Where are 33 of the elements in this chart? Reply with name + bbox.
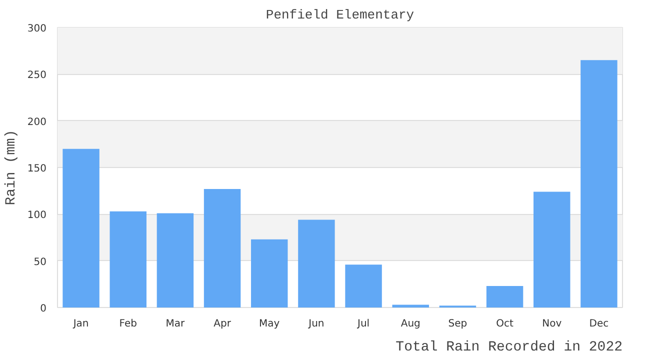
x-tick-label: Jan — [72, 318, 89, 330]
y-tick-label: 0 — [40, 304, 47, 314]
bar — [251, 239, 288, 308]
x-tick-label: Feb — [119, 318, 137, 330]
bar — [392, 304, 429, 308]
x-tick-label: Jun — [308, 318, 324, 330]
bar — [62, 148, 100, 308]
chart-title: Penfield Elementary — [266, 8, 414, 22]
x-tick-label: Nov — [542, 318, 562, 330]
bar — [534, 192, 570, 308]
y-tick-label: 150 — [27, 164, 47, 174]
bar — [204, 188, 241, 308]
y-tick-label: 50 — [34, 256, 47, 268]
bar — [486, 286, 524, 308]
x-tick-label: Dec — [589, 318, 609, 330]
x-tick-label: Oct — [496, 318, 514, 330]
x-tick-label: Apr — [214, 318, 232, 330]
x-tick-label: Aug — [400, 318, 420, 330]
x-axis-title: Total Rain Recorded in 2022 — [396, 340, 623, 356]
bar — [580, 60, 618, 308]
bar — [156, 213, 194, 308]
y-tick-label: 300 — [27, 24, 47, 34]
bar — [345, 264, 382, 308]
x-tick-label: Sep — [448, 318, 468, 330]
bar — [298, 220, 335, 308]
bar — [110, 211, 146, 308]
x-tick-label: May — [259, 318, 280, 330]
y-tick-label: 200 — [27, 116, 47, 128]
y-tick-label: 250 — [27, 70, 47, 82]
y-tick-label: 100 — [27, 210, 47, 222]
y-axis-title: Rain (mm) — [3, 130, 20, 206]
x-tick-label: Jul — [356, 318, 370, 330]
x-tick-label: Mar — [166, 318, 186, 330]
